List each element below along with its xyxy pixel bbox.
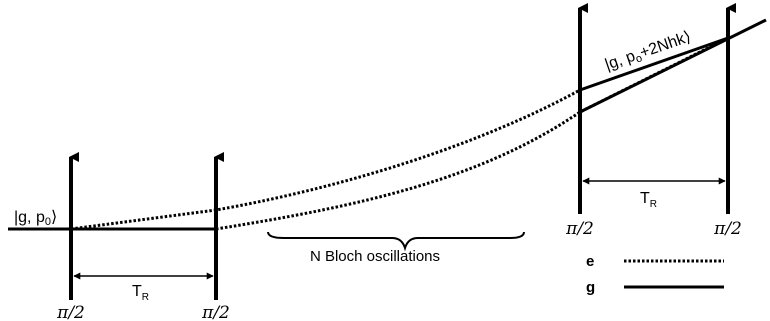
pulse-label-4: π/2: [713, 219, 742, 239]
lower-excited-trajectory: [215, 36, 729, 231]
bloch-brace: [267, 231, 525, 252]
upper-ground-trajectory: [579, 36, 729, 92]
bloch-label: N Bloch oscillations: [310, 248, 440, 265]
pulse-label-1: π/2: [56, 303, 85, 321]
legend: e g: [586, 253, 724, 296]
tr-label-right: TR: [640, 190, 657, 210]
pulse-label-2: π/2: [201, 303, 230, 321]
pulse-label-3: π/2: [565, 219, 594, 239]
upper-excited-trajectory: [70, 88, 581, 231]
tr-label-left: TR: [132, 283, 149, 303]
state-label-right: |g, po+2Nhk⟩: [603, 28, 694, 75]
legend-label-g: g: [586, 279, 595, 296]
final-ground-trajectory: [579, 18, 767, 114]
state-label-left: |g, p0⟩: [14, 209, 57, 228]
legend-label-e: e: [586, 253, 594, 270]
